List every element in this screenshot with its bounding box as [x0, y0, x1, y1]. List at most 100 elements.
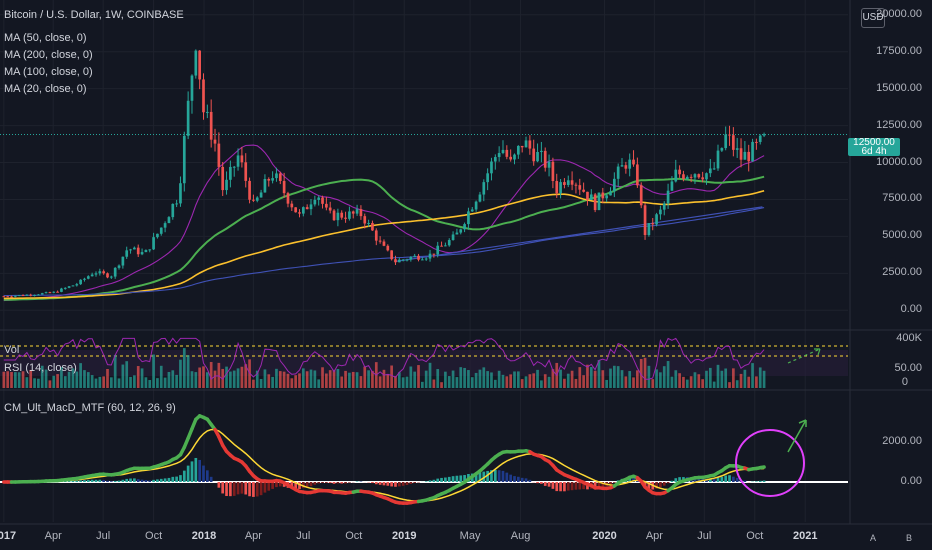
volume-bar: [570, 370, 574, 388]
candle-body: [144, 250, 148, 253]
log-scale-button[interactable]: B: [905, 533, 912, 543]
volume-bar: [647, 365, 651, 388]
rsi-label[interactable]: RSI (14, close): [4, 362, 77, 374]
macd-histogram-bar: [175, 476, 178, 482]
macd-histogram-bar: [328, 482, 332, 484]
auto-scale-button[interactable]: A: [869, 533, 876, 543]
macd-histogram-bar: [136, 479, 140, 482]
candle-body: [386, 245, 390, 251]
x-tick-label: Apr: [44, 530, 62, 542]
volume-bar: [305, 371, 309, 388]
volume-bar: [643, 357, 647, 388]
candle-body: [117, 265, 121, 268]
volume-bar: [582, 375, 585, 388]
candle-body: [167, 217, 171, 224]
macd-histogram-bar: [125, 478, 129, 482]
macd-histogram-bar: [547, 482, 551, 487]
volume-bar: [755, 376, 758, 388]
candle-body: [593, 194, 597, 211]
candle-body: [555, 181, 559, 194]
volume-bar: [156, 378, 159, 388]
candle-body: [25, 294, 29, 296]
macd-tick-label: 2000.00: [882, 435, 922, 447]
macd-histogram-bar: [229, 482, 232, 497]
macd-histogram-bar: [194, 457, 198, 482]
macd-histogram-bar: [133, 478, 136, 482]
volume-label[interactable]: Vol: [4, 344, 20, 356]
volume-bar: [509, 374, 513, 388]
macd-line-segment: [758, 465, 766, 470]
volume-bar: [83, 370, 86, 388]
ma200-legend[interactable]: MA (200, close, 0): [4, 49, 93, 61]
macd-signal-line: [3, 428, 765, 502]
volume-bar: [409, 366, 413, 388]
y-tick-label: 17500.00: [876, 44, 922, 57]
macd-histogram-bar: [309, 482, 313, 487]
macd-histogram-bar: [409, 482, 413, 484]
candle-body: [409, 256, 413, 260]
candle-body: [436, 245, 440, 255]
volume-bar: [517, 371, 520, 388]
candle-body: [363, 216, 367, 224]
currency-button[interactable]: USD: [861, 8, 885, 28]
macd-label[interactable]: CM_Ult_MacD_MTF (60, 12, 26, 9): [4, 402, 176, 414]
macd-histogram-bar: [528, 479, 532, 482]
candle-body: [612, 178, 616, 192]
candle-body: [628, 159, 632, 169]
ma100-legend[interactable]: MA (100, close, 0): [4, 66, 93, 78]
candle-body: [390, 250, 393, 260]
candle-body: [90, 274, 94, 277]
macd-histogram-bar: [413, 482, 417, 483]
candle-body: [470, 209, 474, 212]
candle-body: [417, 255, 420, 260]
macd-histogram-bar: [566, 482, 570, 491]
candle-body: [601, 192, 605, 199]
volume-bar: [390, 365, 393, 388]
volume-bar: [351, 371, 355, 388]
candle-body: [56, 291, 59, 293]
macd-histogram-bar: [163, 478, 167, 482]
volume-bar: [513, 371, 516, 388]
x-tick-label: Jul: [697, 530, 712, 542]
volume-bar: [559, 369, 562, 388]
candle-body: [121, 256, 125, 266]
volume-bar: [751, 363, 754, 388]
macd-histogram-bar: [755, 481, 758, 482]
volume-bar: [301, 368, 305, 388]
volume-bar: [209, 361, 213, 388]
candle-body: [52, 291, 56, 293]
candle-body: [705, 173, 708, 180]
bar-countdown: 6d 4h: [861, 146, 887, 157]
candle-body: [513, 154, 516, 160]
symbol-title[interactable]: Bitcoin / U.S. Dollar, 1W, COINBASE: [4, 9, 184, 21]
candle-body: [48, 292, 52, 294]
candle-body: [451, 234, 455, 241]
volume-bar: [17, 372, 21, 388]
ma50-legend[interactable]: MA (50, close, 0): [4, 32, 87, 44]
candle-body: [232, 166, 236, 168]
macd-histogram-bar: [198, 459, 202, 482]
volume-bar: [678, 373, 681, 388]
macd-histogram-bar: [255, 482, 259, 497]
macd-histogram-bar: [493, 469, 497, 482]
volume-bar: [532, 373, 536, 388]
volume-bar: [40, 365, 44, 388]
macd-histogram-bar: [670, 480, 674, 482]
volume-bar: [724, 368, 728, 388]
volume-bar: [551, 369, 555, 388]
x-tick-label: Jul: [296, 530, 311, 542]
volume-bar: [666, 361, 670, 388]
volume-bar: [340, 376, 344, 388]
ma20-legend[interactable]: MA (20, close, 0): [4, 83, 87, 95]
candle-body: [60, 288, 63, 292]
candle-body: [255, 197, 259, 201]
last-price-value: 12500.00: [853, 137, 895, 148]
candle-body: [735, 148, 739, 150]
volume-bar: [732, 368, 735, 388]
candle-body: [724, 134, 728, 149]
macd-histogram-bar: [248, 482, 251, 497]
magenta-circle-annotation: [735, 429, 805, 497]
macd-histogram-bar: [67, 480, 71, 482]
macd-histogram-bar: [655, 482, 658, 489]
